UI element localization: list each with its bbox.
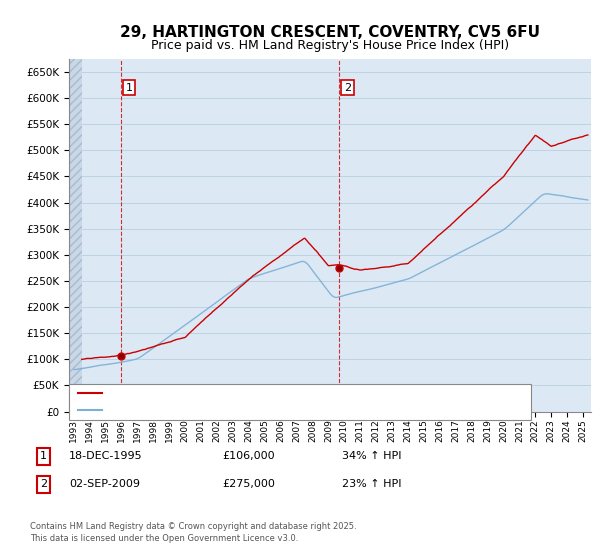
Text: 2: 2 [344,82,351,92]
Text: HPI: Average price, detached house, Coventry: HPI: Average price, detached house, Cove… [105,405,346,415]
Text: 1: 1 [125,82,133,92]
Text: 2: 2 [40,479,47,489]
Text: £106,000: £106,000 [222,451,275,461]
Text: 23% ↑ HPI: 23% ↑ HPI [342,479,401,489]
Text: 18-DEC-1995: 18-DEC-1995 [69,451,143,461]
Text: 02-SEP-2009: 02-SEP-2009 [69,479,140,489]
Text: 29, HARTINGTON CRESCENT, COVENTRY, CV5 6FU: 29, HARTINGTON CRESCENT, COVENTRY, CV5 6… [120,25,540,40]
Text: £275,000: £275,000 [222,479,275,489]
Bar [69,59,82,412]
Text: Price paid vs. HM Land Registry's House Price Index (HPI): Price paid vs. HM Land Registry's House … [151,39,509,52]
Text: 29, HARTINGTON CRESCENT, COVENTRY, CV5 6FU (detached house): 29, HARTINGTON CRESCENT, COVENTRY, CV5 6… [105,388,460,398]
Text: 1: 1 [40,451,47,461]
Text: 34% ↑ HPI: 34% ↑ HPI [342,451,401,461]
Text: Contains HM Land Registry data © Crown copyright and database right 2025.
This d: Contains HM Land Registry data © Crown c… [30,522,356,543]
